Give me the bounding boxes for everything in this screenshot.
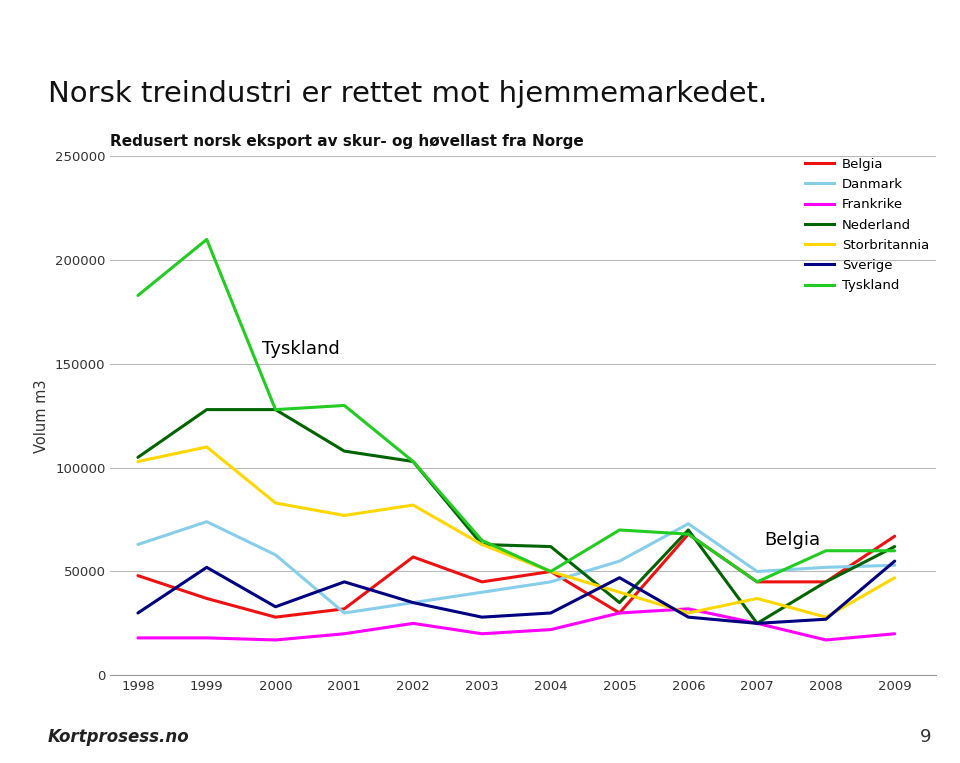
Sverige	[132, 608, 144, 617]
Line: Frankrike: Frankrike	[138, 609, 895, 640]
Sverige	[201, 563, 212, 572]
Nederland	[132, 452, 144, 462]
Nederland	[201, 405, 212, 414]
Frankrike	[752, 619, 763, 628]
Tyskland	[132, 291, 144, 300]
Text: Redusert norsk eksport av skur- og høvellast fra Norge: Redusert norsk eksport av skur- og høvel…	[110, 134, 584, 149]
Sverige	[889, 556, 900, 565]
Danmark	[407, 598, 419, 607]
Belgia	[270, 613, 281, 622]
Tyskland	[752, 578, 763, 587]
Frankrike	[201, 633, 212, 642]
Line: Belgia: Belgia	[138, 534, 895, 617]
Tyskland	[889, 546, 900, 555]
Belgia	[545, 567, 557, 576]
Sverige	[476, 613, 488, 622]
Tyskland	[820, 546, 831, 555]
Storbritannia	[752, 594, 763, 603]
Danmark	[476, 588, 488, 597]
Line: Sverige: Sverige	[138, 561, 895, 623]
Line: Tyskland: Tyskland	[138, 240, 895, 582]
Danmark	[820, 563, 831, 572]
Tyskland	[545, 567, 557, 576]
Danmark	[201, 517, 212, 526]
Storbritannia	[613, 588, 625, 597]
Sverige	[820, 615, 831, 624]
Belgia	[613, 608, 625, 617]
Text: Tyskland: Tyskland	[262, 340, 340, 358]
Storbritannia	[683, 608, 694, 617]
Tyskland	[683, 530, 694, 539]
Storbritannia	[407, 501, 419, 510]
Belgia	[339, 604, 350, 613]
Belgia	[683, 530, 694, 539]
Storbritannia	[545, 567, 557, 576]
Frankrike	[132, 633, 144, 642]
Tyskland	[270, 405, 281, 414]
Belgia	[752, 578, 763, 587]
Nederland	[270, 405, 281, 414]
Nederland	[339, 446, 350, 456]
Tyskland	[613, 526, 625, 535]
Belgia	[407, 552, 419, 562]
Sverige	[270, 602, 281, 611]
Nederland	[820, 578, 831, 587]
Nederland	[476, 540, 488, 549]
Text: Norsk treindustri er rettet mot hjemmemarkedet.: Norsk treindustri er rettet mot hjemmema…	[48, 80, 767, 108]
Text: Kortprosess.no: Kortprosess.no	[48, 728, 190, 746]
Line: Nederland: Nederland	[138, 410, 895, 623]
Frankrike	[270, 636, 281, 645]
Danmark	[545, 578, 557, 587]
Nederland	[752, 619, 763, 628]
Belgia	[476, 578, 488, 587]
Frankrike	[820, 636, 831, 645]
Frankrike	[889, 629, 900, 639]
Tyskland	[476, 536, 488, 545]
Belgia	[132, 571, 144, 580]
Storbritannia	[201, 443, 212, 452]
Text: 9: 9	[920, 728, 931, 746]
Danmark	[132, 540, 144, 549]
Danmark	[889, 561, 900, 570]
Storbritannia	[476, 540, 488, 549]
Sverige	[407, 598, 419, 607]
Sverige	[545, 608, 557, 617]
Storbritannia	[132, 457, 144, 466]
Belgia	[201, 594, 212, 603]
Tyskland	[339, 401, 350, 410]
Danmark	[752, 567, 763, 576]
Frankrike	[683, 604, 694, 613]
Belgia	[889, 532, 900, 541]
Nederland	[545, 542, 557, 551]
Frankrike	[476, 629, 488, 639]
Legend: Belgia, Danmark, Frankrike, Nederland, Storbritannia, Sverige, Tyskland: Belgia, Danmark, Frankrike, Nederland, S…	[805, 158, 929, 292]
Danmark	[270, 550, 281, 559]
Storbritannia	[820, 613, 831, 622]
Sverige	[752, 619, 763, 628]
Nederland	[889, 542, 900, 551]
Nederland	[683, 526, 694, 535]
Sverige	[613, 573, 625, 582]
Tyskland	[201, 235, 212, 244]
Text: Belgia: Belgia	[764, 530, 820, 549]
Danmark	[613, 556, 625, 565]
Nederland	[407, 457, 419, 466]
Danmark	[339, 608, 350, 617]
Line: Storbritannia: Storbritannia	[138, 447, 895, 617]
Belgia	[820, 578, 831, 587]
Nederland	[613, 598, 625, 607]
Sverige	[683, 613, 694, 622]
Sverige	[339, 578, 350, 587]
Tyskland	[407, 457, 419, 466]
Storbritannia	[339, 511, 350, 520]
Line: Danmark: Danmark	[138, 522, 895, 613]
Y-axis label: Volum m3: Volum m3	[35, 379, 50, 452]
Frankrike	[545, 625, 557, 634]
Storbritannia	[270, 498, 281, 507]
Storbritannia	[889, 573, 900, 582]
Frankrike	[613, 608, 625, 617]
Danmark	[683, 519, 694, 528]
Frankrike	[407, 619, 419, 628]
Frankrike	[339, 629, 350, 639]
